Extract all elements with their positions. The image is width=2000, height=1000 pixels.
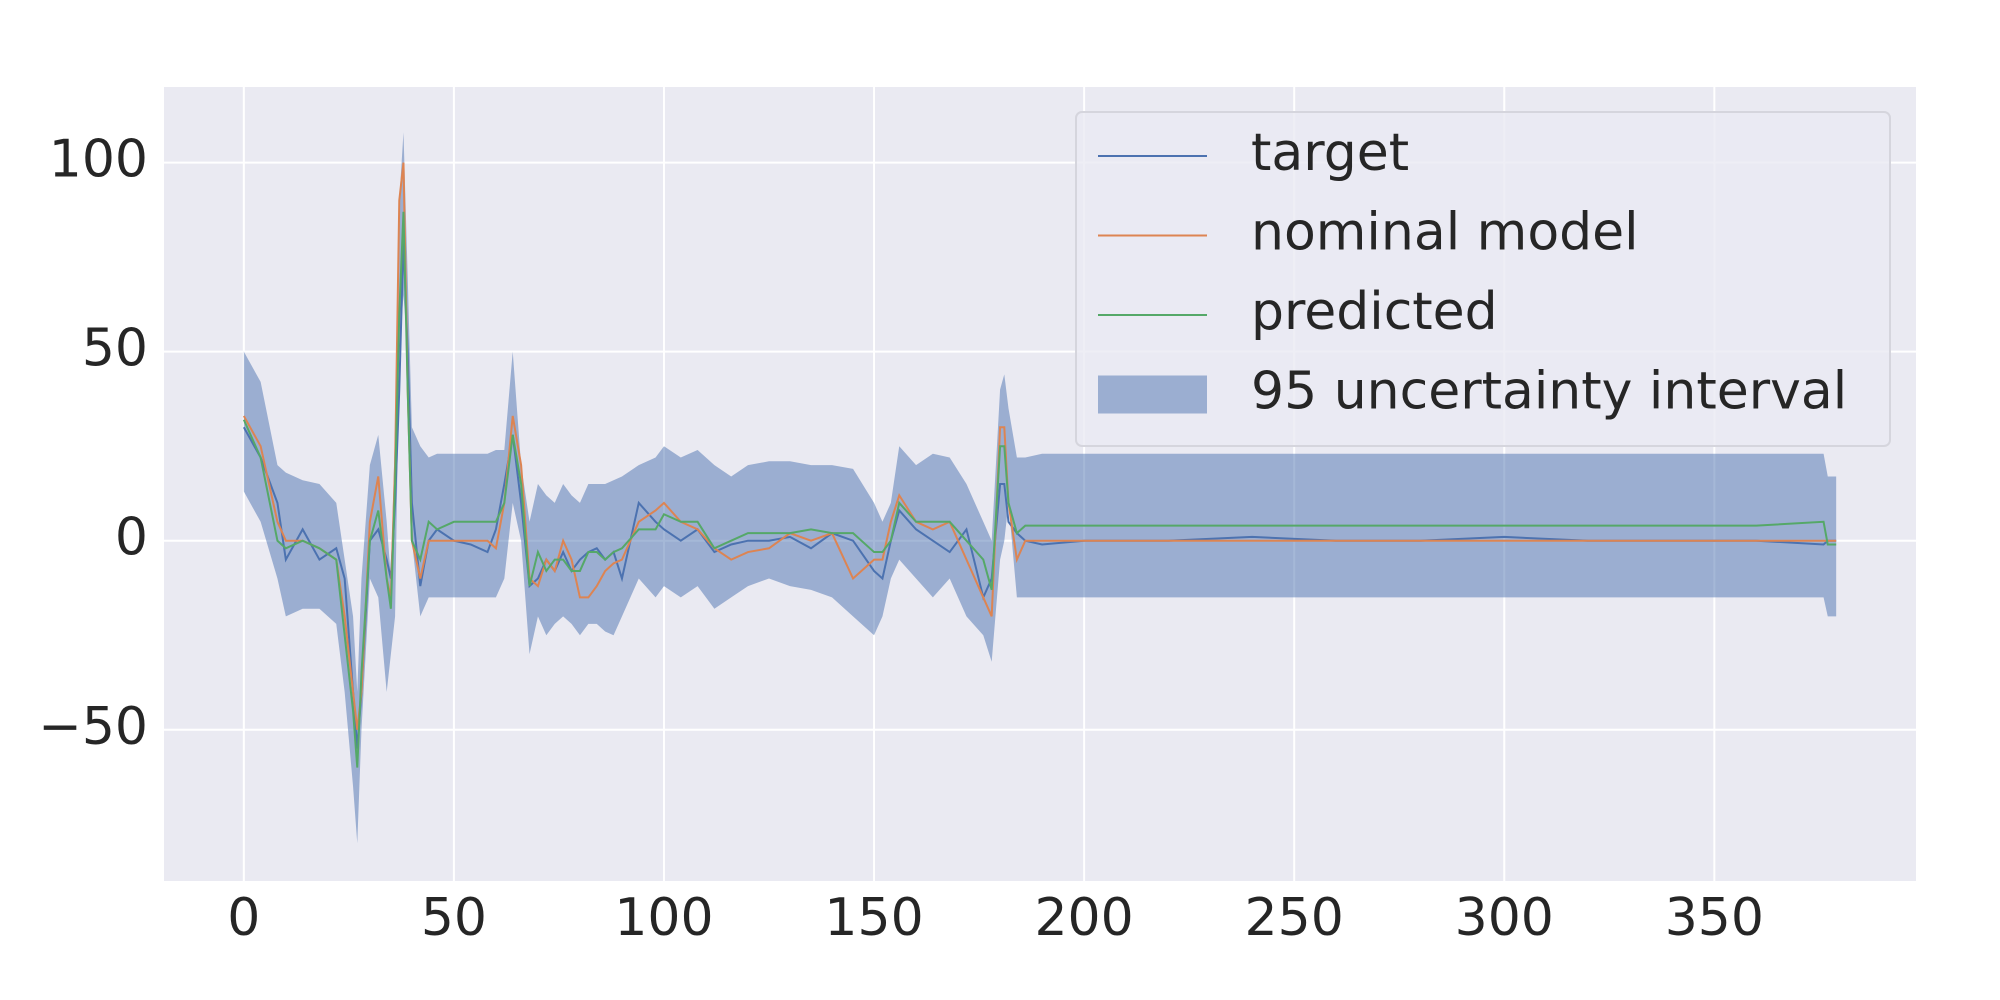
series-line bbox=[242, 162, 1837, 730]
x-tick-label: 200 bbox=[1034, 888, 1133, 948]
x-tick-label: 350 bbox=[1665, 888, 1764, 948]
y-tick-label: −50 bbox=[38, 697, 148, 757]
y-tick-label: 100 bbox=[49, 130, 148, 190]
y-tick-label: 50 bbox=[82, 319, 148, 379]
x-tick-label: 300 bbox=[1455, 888, 1554, 948]
legend-label: predicted bbox=[1251, 282, 1498, 342]
legend-label: nominal model bbox=[1251, 203, 1639, 263]
series-line bbox=[242, 211, 1837, 768]
legend-label: 95 uncertainty interval bbox=[1251, 362, 1847, 422]
uncertainty-band bbox=[243, 132, 1837, 844]
legend-swatch bbox=[1098, 375, 1207, 414]
legend-box bbox=[1075, 111, 1891, 447]
y-tick-label: 0 bbox=[115, 508, 148, 568]
x-tick-label: 100 bbox=[614, 888, 713, 948]
x-tick-label: 250 bbox=[1245, 888, 1344, 948]
legend-label: target bbox=[1251, 123, 1409, 183]
x-tick-label: 0 bbox=[227, 888, 260, 948]
series-line bbox=[242, 238, 1837, 749]
x-tick-label: 150 bbox=[824, 888, 923, 948]
x-tick-label: 50 bbox=[421, 888, 487, 948]
